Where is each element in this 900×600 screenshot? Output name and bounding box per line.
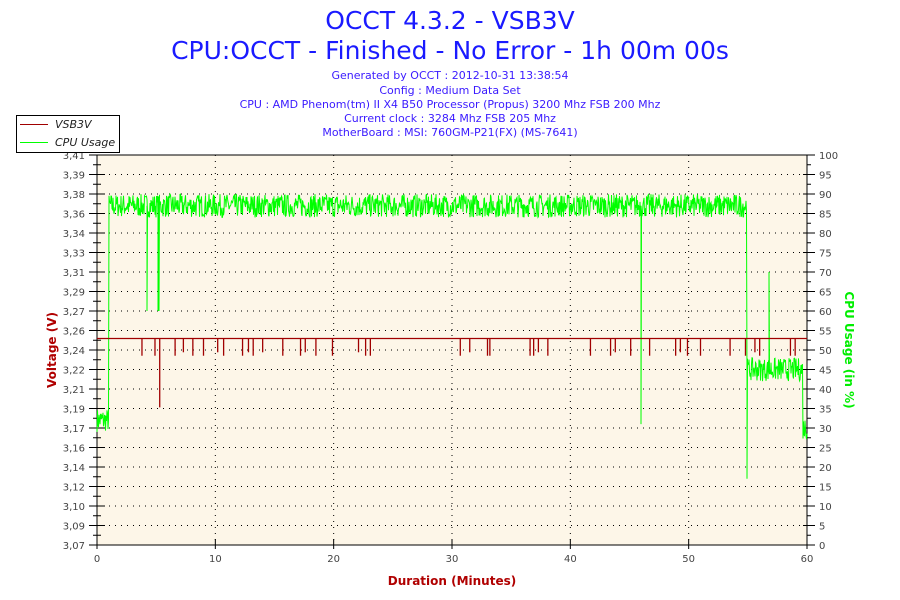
y-tick-label: 3,14 xyxy=(63,463,85,474)
y-tick-label: 3,26 xyxy=(63,327,85,338)
y2-tick-label: 70 xyxy=(819,268,832,279)
y-tick-label: 3,17 xyxy=(63,424,85,435)
y2-tick-label: 20 xyxy=(819,463,832,474)
y2-tick-label: 35 xyxy=(819,405,832,416)
y-tick-label: 3,12 xyxy=(63,483,85,494)
y-tick-label: 3,09 xyxy=(63,522,85,533)
y2-tick-label: 90 xyxy=(819,190,832,201)
y-tick-label: 3,34 xyxy=(63,229,85,240)
y-tick-label: 3,31 xyxy=(63,268,85,279)
y2-tick-label: 40 xyxy=(819,385,832,396)
y2-tick-label: 80 xyxy=(819,229,832,240)
legend-item-vsb3v: VSB3V xyxy=(17,116,119,134)
y-tick-label: 3,33 xyxy=(63,249,85,260)
y-tick-label: 3,41 xyxy=(63,151,85,162)
x-axis-title: Duration (Minutes) xyxy=(388,574,516,588)
series-cpu-usage-line xyxy=(96,192,808,479)
x-tick-label: 20 xyxy=(327,554,340,565)
y2-tick-label: 45 xyxy=(819,366,832,377)
legend-swatch-vsb3v xyxy=(20,124,48,125)
info-cpu: CPU : AMD Phenom(tm) II X4 B50 Processor… xyxy=(239,98,661,111)
info-clock: Current clock : 3284 Mhz FSB 205 Mhz xyxy=(344,112,556,125)
info-config: Config : Medium Data Set xyxy=(379,84,521,97)
legend-swatch-cpu xyxy=(20,142,48,143)
x-tick-label: 30 xyxy=(446,554,459,565)
y2-tick-label: 5 xyxy=(819,522,825,533)
y2-tick-label: 65 xyxy=(819,288,832,299)
y-tick-label: 3,07 xyxy=(63,541,85,552)
y-tick-label: 3,29 xyxy=(63,288,85,299)
y2-tick-label: 25 xyxy=(819,444,832,455)
y-tick-label: 3,39 xyxy=(63,171,85,182)
y2-tick-label: 75 xyxy=(819,249,832,260)
y2-tick-label: 30 xyxy=(819,424,832,435)
info-generated: Generated by OCCT : 2012-10-31 13:38:54 xyxy=(331,69,569,82)
y-tick-label: 3,10 xyxy=(63,502,85,513)
y-axis-title: Voltage (V) xyxy=(45,312,59,388)
x-tick-label: 60 xyxy=(801,554,814,565)
y-tick-label: 3,22 xyxy=(63,366,85,377)
y2-tick-label: 55 xyxy=(819,327,832,338)
legend-item-cpu-usage: CPU Usage xyxy=(17,134,119,152)
y2-tick-label: 60 xyxy=(819,307,832,318)
plot-border xyxy=(96,154,808,546)
y2-axis-title: CPU Usage (in %) xyxy=(842,291,856,408)
chart-subtitle: CPU:OCCT - Finished - No Error - 1h 00m … xyxy=(171,36,729,65)
y2-tick-label: 0 xyxy=(819,541,825,552)
x-tick-label: 0 xyxy=(94,554,100,565)
legend-label: VSB3V xyxy=(55,118,92,131)
y-tick-label: 3,36 xyxy=(63,210,85,221)
chart-title: OCCT 4.3.2 - VSB3V xyxy=(325,6,575,35)
y-tick-label: 3,24 xyxy=(63,346,85,357)
y-tick-label: 3,19 xyxy=(63,405,85,416)
info-motherboard: MotherBoard : MSI: 760GM-P21(FX) (MS-764… xyxy=(322,126,578,139)
y-tick-label: 3,38 xyxy=(63,190,85,201)
y2-tick-label: 95 xyxy=(819,171,832,182)
y-tick-label: 3,16 xyxy=(63,444,85,455)
y-tick-label: 3,21 xyxy=(63,385,85,396)
x-tick-label: 50 xyxy=(682,554,695,565)
x-tick-label: 10 xyxy=(209,554,222,565)
y2-tick-label: 100 xyxy=(819,151,838,162)
y-tick-label: 3,27 xyxy=(63,307,85,318)
x-tick-label: 40 xyxy=(564,554,577,565)
y2-tick-label: 15 xyxy=(819,483,832,494)
y2-tick-label: 85 xyxy=(819,210,832,221)
legend: VSB3V CPU Usage xyxy=(16,115,120,153)
y2-tick-label: 50 xyxy=(819,346,832,357)
y2-tick-label: 10 xyxy=(819,502,832,513)
legend-label: CPU Usage xyxy=(55,136,116,149)
